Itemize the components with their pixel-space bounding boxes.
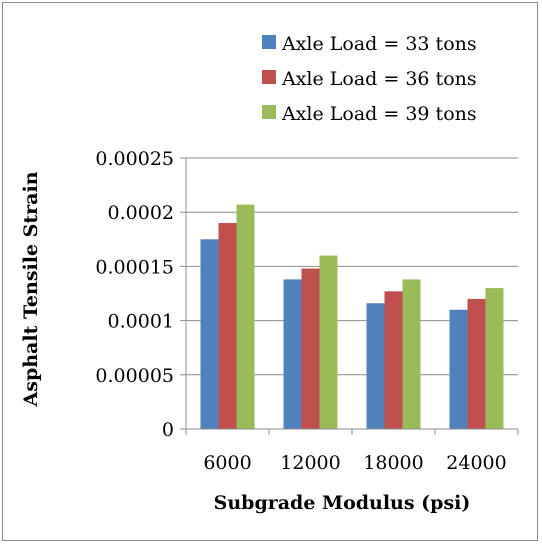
bar — [449, 309, 468, 429]
bar — [236, 204, 255, 429]
chart-frame: 0 0.00005 0.0001 0.00015 0.0002 0.00025 6000 12… — [2, 2, 538, 541]
legend-label: Axle Load = 33 tons — [281, 33, 477, 55]
chart: 0 0.00005 0.0001 0.00015 0.0002 0.00025 6000 12… — [20, 33, 519, 514]
x-axis-title: Subgrade Modulus (psi) — [214, 492, 471, 514]
y-tick-label: 0.0001 — [108, 311, 174, 333]
x-tick-label: 24000 — [446, 452, 506, 474]
y-tick-label: 0.00005 — [95, 365, 174, 387]
bar — [384, 291, 403, 429]
y-tick-label: 0 — [162, 419, 174, 441]
x-tick-label: 12000 — [280, 452, 340, 474]
bar — [283, 279, 302, 429]
legend-label: Axle Load = 36 tons — [281, 68, 477, 90]
bar — [200, 239, 219, 429]
y-axis-title: Asphalt Tensile Strain — [20, 171, 42, 407]
bar — [467, 298, 486, 429]
bar — [319, 255, 338, 429]
bar — [301, 268, 320, 429]
legend-swatch — [262, 35, 276, 49]
bar — [402, 279, 421, 429]
legend-swatch — [262, 70, 276, 84]
y-tick-label: 0.0002 — [108, 202, 174, 224]
bar — [485, 288, 504, 429]
legend-label: Axle Load = 39 tons — [281, 103, 477, 125]
legend-swatch — [262, 105, 276, 119]
y-tick-label: 0.00015 — [95, 256, 174, 278]
bar — [366, 303, 385, 429]
bar — [218, 223, 237, 429]
x-tick-label: 6000 — [203, 452, 251, 474]
y-tick-label: 0.00025 — [95, 148, 174, 170]
x-tick-label: 18000 — [363, 452, 423, 474]
